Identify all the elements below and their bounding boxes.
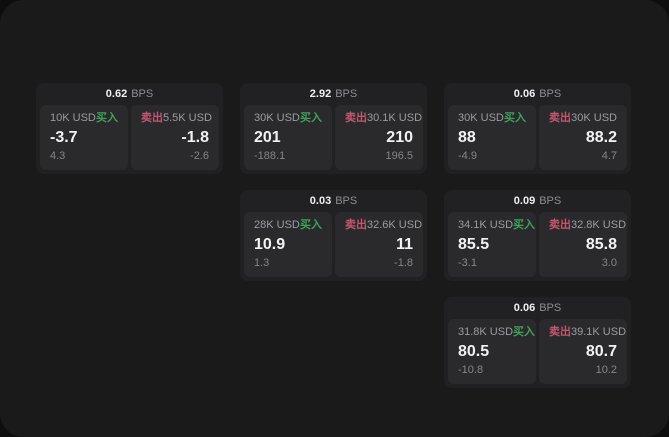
sell-delta: 3.0 [601,257,617,269]
buy-side-label: 买入 [504,112,526,124]
sell-side-label: 卖出 [549,326,571,338]
bps-value: 2.92 [309,88,332,100]
buy-amount: 31.8K USD [458,326,514,338]
bps-unit: BPS [335,88,358,100]
bps-header: 0.09 BPS [444,190,631,212]
quote-card: 0.09 BPS 34.1K USD 买入 85.5 -3.1 卖出 32.8K… [444,190,631,281]
sell-panel[interactable]: 卖出 32.6K USD 11 -1.8 [335,212,423,277]
sell-price: 210 [386,129,413,146]
buy-delta: -10.8 [458,364,484,376]
sell-panel[interactable]: 卖出 32.8K USD 85.8 3.0 [539,212,627,277]
buy-delta: -188.1 [254,150,286,162]
sell-panel[interactable]: 卖出 30.1K USD 210 196.5 [335,105,423,170]
quote-panels: 10K USD 买入 -3.7 4.3 卖出 5.5K USD -1.8 -2.… [36,105,223,174]
bps-header: 0.62 BPS [36,83,223,105]
quote-panels: 30K USD 买入 201 -188.1 卖出 30.1K USD 210 1… [240,105,427,174]
quote-card: 0.06 BPS 31.8K USD 买入 80.5 -10.8 卖出 39.1… [444,297,631,388]
buy-side-label: 买入 [513,326,536,338]
sell-amount: 32.8K USD [571,219,627,231]
sell-panel[interactable]: 卖出 39.1K USD 80.7 10.2 [539,319,627,384]
buy-delta: 1.3 [254,257,270,269]
bps-value: 0.62 [105,88,128,100]
quote-panels: 28K USD 买入 10.9 1.3 卖出 32.6K USD 11 -1.8 [240,212,427,281]
sell-price: 80.7 [585,343,617,360]
quote-panels: 31.8K USD 买入 80.5 -10.8 卖出 39.1K USD 80.… [444,319,631,388]
sell-amount: 39.1K USD [571,326,627,338]
buy-price: 80.5 [458,343,490,360]
bps-unit: BPS [131,88,154,100]
bps-header: 0.06 BPS [444,297,631,319]
sell-delta: 10.2 [595,364,617,376]
sell-price: 85.8 [585,236,617,253]
buy-price: 10.9 [254,236,286,253]
sell-side-label: 卖出 [549,112,571,124]
bps-header: 0.03 BPS [240,190,427,212]
sell-panel[interactable]: 卖出 5.5K USD -1.8 -2.6 [131,105,219,170]
buy-side-label: 买入 [96,112,118,124]
bps-value: 0.06 [513,302,536,314]
quote-card: 2.92 BPS 30K USD 买入 201 -188.1 卖出 30.1K … [240,83,427,174]
quote-panels: 30K USD 买入 88 -4.9 卖出 30K USD 88.2 4.7 [444,105,631,174]
bps-unit: BPS [335,195,358,207]
buy-panel[interactable]: 30K USD 买入 88 -4.9 [448,105,536,170]
sell-price: 88.2 [585,129,617,146]
buy-price: 85.5 [458,236,490,253]
buy-price: 88 [458,129,476,146]
buy-amount: 30K USD [458,112,504,124]
buy-side-label: 买入 [300,219,322,231]
sell-panel[interactable]: 卖出 30K USD 88.2 4.7 [539,105,627,170]
bps-unit: BPS [539,88,562,100]
bps-header: 2.92 BPS [240,83,427,105]
sell-amount: 32.6K USD [367,219,423,231]
buy-delta: 4.3 [50,150,66,162]
quote-card: 0.06 BPS 30K USD 买入 88 -4.9 卖出 30K USD 8… [444,83,631,174]
bps-value: 0.06 [513,88,536,100]
buy-delta: -4.9 [458,150,477,162]
bps-value: 0.09 [513,195,536,207]
sell-delta: -2.6 [190,150,209,162]
buy-price: -3.7 [50,129,78,146]
quote-card: 0.03 BPS 28K USD 买入 10.9 1.3 卖出 32.6K US… [240,190,427,281]
quote-card: 0.62 BPS 10K USD 买入 -3.7 4.3 卖出 5.5K USD… [36,83,223,174]
buy-side-label: 买入 [513,219,536,231]
sell-amount: 5.5K USD [163,112,212,124]
bps-unit: BPS [539,195,562,207]
sell-delta: 4.7 [601,150,617,162]
buy-amount: 34.1K USD [458,219,514,231]
buy-amount: 28K USD [254,219,300,231]
quote-panels: 34.1K USD 买入 85.5 -3.1 卖出 32.8K USD 85.8… [444,212,631,281]
sell-delta: 196.5 [385,150,413,162]
buy-panel[interactable]: 34.1K USD 买入 85.5 -3.1 [448,212,536,277]
sell-side-label: 卖出 [549,219,571,231]
buy-panel[interactable]: 10K USD 买入 -3.7 4.3 [40,105,128,170]
buy-delta: -3.1 [458,257,477,269]
buy-amount: 10K USD [50,112,96,124]
buy-panel[interactable]: 28K USD 买入 10.9 1.3 [244,212,332,277]
sell-price: 11 [396,236,413,253]
sell-side-label: 卖出 [141,112,163,124]
sell-side-label: 卖出 [345,112,367,124]
buy-side-label: 买入 [300,112,322,124]
bps-header: 0.06 BPS [444,83,631,105]
buy-panel[interactable]: 31.8K USD 买入 80.5 -10.8 [448,319,536,384]
sell-amount: 30.1K USD [367,112,423,124]
bps-value: 0.03 [309,195,332,207]
sell-side-label: 卖出 [345,219,367,231]
buy-panel[interactable]: 30K USD 买入 201 -188.1 [244,105,332,170]
buy-price: 201 [254,129,281,146]
sell-delta: -1.8 [394,257,413,269]
sell-amount: 30K USD [571,112,617,124]
buy-amount: 30K USD [254,112,300,124]
sell-price: -1.8 [181,129,209,146]
bps-unit: BPS [539,302,562,314]
